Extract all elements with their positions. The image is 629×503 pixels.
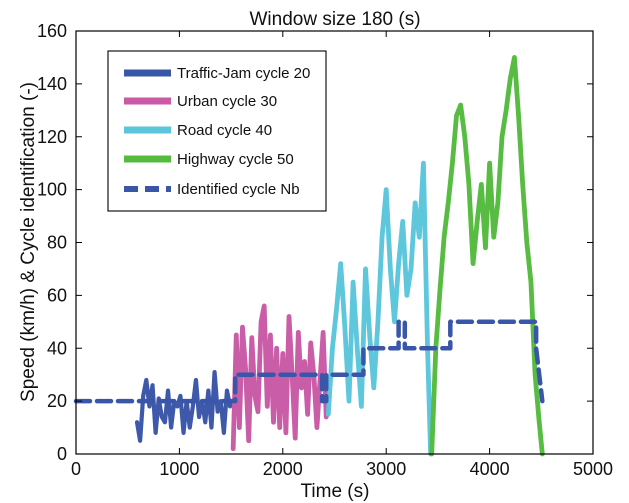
legend-identified-label: Identified cycle Nb [177,181,300,198]
y-tick-label: 60 [47,285,67,305]
y-tick-label: 80 [47,233,67,253]
x-axis-ticks: 0 1000 2000 3000 4000 5000 [71,31,613,479]
legend-traffic-jam-label: Traffic-Jam cycle 20 [177,65,310,82]
legend-highway-label: Highway cycle 50 [177,151,294,168]
y-tick-label: 140 [37,74,67,94]
x-tick-label: 4000 [470,459,510,479]
x-tick-label: 2000 [263,459,303,479]
y-tick-label: 0 [57,444,67,464]
x-tick-label: 3000 [366,459,406,479]
road-series [325,160,434,457]
legend-urban-label: Urban cycle 30 [177,93,277,110]
urban-series [230,303,329,452]
y-axis-ticks: 0 20 40 60 80 100 120 140 160 [37,21,593,464]
y-tick-label: 20 [47,391,67,411]
identified-cycle-series [73,319,545,404]
x-tick-label: 5000 [573,459,613,479]
chart-title: Window size 180 (s) [249,9,420,30]
legend: Traffic-Jam cycle 20 Urban cycle 30 Road… [107,50,327,212]
y-tick-label: 160 [37,21,67,41]
x-tick-label: 1000 [159,459,199,479]
y-tick-label: 100 [37,180,67,200]
x-tick-label: 0 [71,459,81,479]
x-axis-title: Time (s) [301,481,370,502]
legend-road-label: Road cycle 40 [177,122,272,139]
highway-series [429,55,545,457]
y-axis-title: Speed (km/h) & Cycle identification (-) [18,82,39,402]
series-layer [73,55,545,457]
y-tick-label: 40 [47,338,67,358]
traffic-jam-series [134,369,235,443]
y-tick-label: 120 [37,127,67,147]
